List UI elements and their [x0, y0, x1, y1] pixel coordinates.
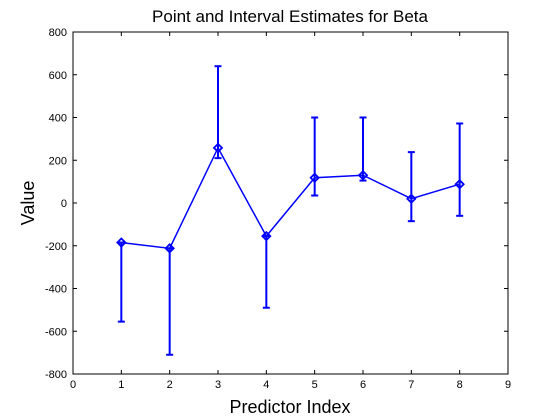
data-point-marker [357, 169, 369, 181]
data-point-marker [261, 230, 272, 242]
x-tick-label: 0 [70, 379, 76, 391]
y-tick-label: 400 [49, 113, 67, 125]
x-tick-label: 3 [215, 379, 221, 391]
data-point-marker [406, 193, 417, 204]
y-axis-label: Value [18, 181, 38, 226]
data-marks [116, 65, 465, 356]
y-tick-label: -600 [45, 326, 67, 338]
axis-ticks: 0 1 2 3 4 5 6 7 8 9 -800 -600 -400 -200 0 200 400 600 800 [45, 27, 511, 391]
x-tick-label: 9 [505, 379, 511, 391]
y-tick-label: -400 [45, 284, 67, 296]
data-point-marker [454, 178, 465, 190]
data-point-marker [164, 243, 175, 254]
y-tick-label: 800 [49, 27, 67, 39]
y-tick-label: -200 [45, 241, 67, 253]
data-point-marker [116, 237, 127, 248]
x-tick-label: 2 [167, 379, 173, 391]
x-tick-label: 5 [312, 379, 318, 391]
x-tick-label: 1 [118, 379, 124, 391]
series-line [121, 146, 460, 250]
x-tick-label: 6 [360, 379, 366, 391]
y-tick-label: 200 [49, 155, 67, 167]
y-tick-label: -800 [45, 369, 67, 381]
y-tick-label: 600 [49, 70, 67, 82]
x-tick-label: 7 [408, 379, 414, 391]
x-tick-label: 4 [263, 379, 269, 391]
plot-area [72, 31, 509, 375]
data-point-marker [212, 142, 224, 154]
x-tick-label: 8 [457, 379, 463, 391]
chart-title: Point and Interval Estimates for Beta [152, 7, 428, 26]
y-tick-label: 0 [61, 198, 67, 210]
data-point-marker [309, 172, 320, 184]
x-axis-label: Predictor Index [229, 397, 350, 417]
